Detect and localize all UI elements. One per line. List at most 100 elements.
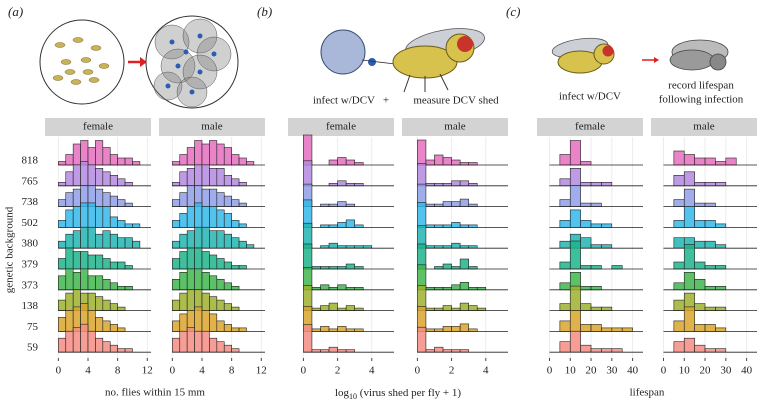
histogram-bar bbox=[345, 305, 355, 311]
histogram-bar bbox=[580, 202, 592, 207]
x-tick-label: 8 bbox=[229, 365, 235, 377]
histogram-bar bbox=[569, 240, 581, 270]
histogram-bar bbox=[559, 282, 571, 291]
histogram-bar bbox=[201, 164, 210, 187]
x-tick-label: 0 bbox=[661, 365, 667, 377]
histogram-bar bbox=[117, 157, 126, 166]
histogram-bar bbox=[569, 168, 581, 187]
histogram-bar bbox=[172, 258, 181, 270]
histogram-bar bbox=[238, 265, 247, 270]
histogram-bar bbox=[109, 344, 118, 353]
histogram-bar bbox=[320, 326, 330, 332]
histogram-bar bbox=[216, 299, 225, 311]
histogram-bar bbox=[580, 303, 592, 311]
histogram-bar bbox=[320, 284, 330, 291]
histogram-bar bbox=[216, 320, 225, 332]
y-tick-label: 738 bbox=[22, 196, 39, 208]
histogram-bar bbox=[72, 271, 81, 291]
histogram-bar bbox=[95, 275, 104, 291]
histogram-bar bbox=[590, 348, 602, 353]
histogram-bar bbox=[223, 233, 232, 249]
histogram-bar bbox=[715, 348, 727, 353]
histogram-bar bbox=[328, 302, 338, 311]
histogram-bar bbox=[303, 134, 313, 166]
histogram-bar bbox=[345, 263, 355, 270]
x-axis-title-part: (virus shed per fly + 1) bbox=[357, 387, 461, 399]
histogram-bar bbox=[124, 223, 133, 228]
histogram-bar bbox=[186, 247, 195, 270]
histogram-bar bbox=[65, 310, 74, 332]
histogram-bar bbox=[223, 324, 232, 332]
histogram-bar bbox=[704, 220, 716, 228]
histogram-bar bbox=[569, 285, 581, 311]
histogram-bar bbox=[172, 199, 181, 207]
caption: + bbox=[383, 95, 389, 107]
histogram-bar bbox=[559, 261, 571, 270]
histogram-bar bbox=[72, 206, 81, 228]
histogram-bar bbox=[601, 327, 613, 332]
histogram-bar bbox=[417, 202, 427, 228]
panel-label: (c) bbox=[506, 4, 520, 19]
histogram-bar bbox=[201, 310, 210, 332]
x-tick-label: 2 bbox=[335, 365, 341, 377]
histogram-bar bbox=[102, 320, 111, 332]
histogram-bar bbox=[117, 306, 126, 311]
histogram-bar bbox=[209, 206, 218, 228]
histogram-bar bbox=[58, 317, 67, 332]
histogram-bar bbox=[194, 268, 203, 291]
histogram-bar bbox=[238, 327, 247, 332]
histogram-bar bbox=[58, 220, 67, 228]
facet-label: male bbox=[444, 121, 465, 133]
histogram-bar bbox=[238, 157, 247, 166]
histogram-bar bbox=[201, 292, 210, 311]
histogram-bar bbox=[95, 168, 104, 187]
x-tick-label: 10 bbox=[679, 365, 691, 377]
histogram-bar bbox=[673, 175, 685, 187]
histogram-bar bbox=[246, 244, 255, 249]
x-axis-title: log10 (virus shed per fly + 1) bbox=[335, 387, 461, 401]
histogram-bar bbox=[694, 182, 706, 187]
histogram-bar bbox=[459, 302, 469, 311]
histogram-bar bbox=[715, 244, 727, 249]
histogram-bar bbox=[109, 261, 118, 270]
histogram-bar bbox=[683, 306, 695, 332]
histogram-bar bbox=[345, 219, 355, 228]
histogram-bar bbox=[65, 233, 74, 249]
x-tick-label: 0 bbox=[56, 365, 62, 377]
histogram-bar bbox=[209, 337, 218, 353]
histogram-bar bbox=[673, 237, 685, 249]
histogram-bar bbox=[459, 323, 469, 332]
histogram-bar bbox=[451, 159, 461, 166]
histogram-bar bbox=[216, 143, 225, 166]
histogram-bar bbox=[87, 310, 96, 332]
histogram-bar bbox=[172, 278, 181, 291]
histogram-bar bbox=[434, 346, 444, 353]
histogram-bar bbox=[328, 159, 338, 166]
histogram-bar bbox=[694, 278, 706, 291]
histogram-bar bbox=[179, 213, 188, 228]
histogram-bar bbox=[201, 251, 210, 270]
histogram-bar bbox=[65, 154, 74, 166]
histogram-bar bbox=[704, 306, 716, 311]
histogram-bar bbox=[87, 147, 96, 166]
histogram-bar bbox=[80, 323, 89, 353]
histogram-bar bbox=[238, 240, 247, 249]
histogram-bar bbox=[425, 159, 435, 166]
histogram-bar bbox=[109, 303, 118, 311]
histogram-bar bbox=[209, 254, 218, 270]
histogram-bar bbox=[72, 251, 81, 270]
histogram-bar bbox=[580, 237, 592, 249]
histogram-bar bbox=[611, 265, 623, 270]
histogram-bar bbox=[468, 305, 478, 311]
histogram-bar bbox=[590, 324, 602, 332]
histogram-bar bbox=[223, 213, 232, 228]
y-tick-label: 138 bbox=[22, 300, 39, 312]
x-tick-label: 0 bbox=[415, 365, 421, 377]
histogram-bar bbox=[102, 206, 111, 228]
histogram-bar bbox=[694, 202, 706, 207]
histogram-bar bbox=[95, 233, 104, 249]
histogram-bar bbox=[559, 320, 571, 332]
histogram-bar bbox=[231, 306, 240, 311]
histogram-bar bbox=[58, 299, 67, 311]
histogram-bar bbox=[580, 161, 592, 166]
